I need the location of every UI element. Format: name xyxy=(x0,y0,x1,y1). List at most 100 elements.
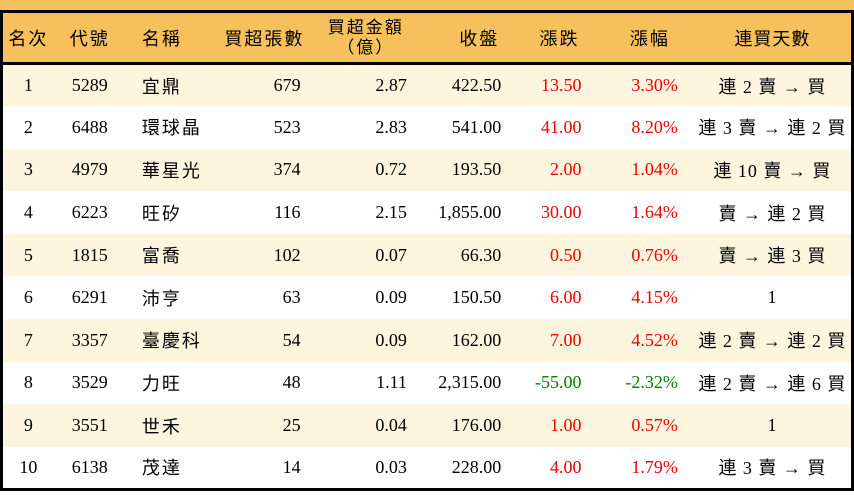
cell-name: 富喬 xyxy=(141,246,182,267)
cell-change: 13.50 xyxy=(541,75,582,96)
header-change: 漲跌 xyxy=(539,28,580,49)
header-change-pct: 漲幅 xyxy=(629,28,670,49)
cell-volume: 102 xyxy=(273,244,301,265)
cell-name: 茂達 xyxy=(141,458,182,479)
table-row: 6 6291 沛亨 63 0.09 150.50 6.00 4.15% 1 xyxy=(1,276,853,320)
cell-code: 1815 xyxy=(71,244,108,265)
cell-name: 宜鼎 xyxy=(141,76,182,97)
cell-rank: 4 xyxy=(23,202,33,223)
cell-code: 6138 xyxy=(71,456,108,477)
cell-change: 4.00 xyxy=(550,456,582,477)
cell-name: 旺矽 xyxy=(141,203,182,224)
table-header: 名次 代號 名稱 買超張數 買超金額 （億） 收盤 漲跌 漲幅 連買天數 xyxy=(1,11,853,64)
cell-amount: 0.09 xyxy=(375,329,407,350)
header-amount-line1: 買超金額 xyxy=(327,17,404,37)
cell-change: 0.50 xyxy=(550,244,582,265)
cell-streak: 連 10 賣 → 買 xyxy=(713,160,832,181)
cell-rank: 1 xyxy=(23,75,33,96)
cell-close: 2,315.00 xyxy=(438,372,502,393)
cell-code: 6223 xyxy=(71,202,108,223)
cell-close: 1,855.00 xyxy=(438,202,502,223)
cell-change_pct: 1.64% xyxy=(631,202,678,223)
cell-streak: 連 2 賣 → 連 2 買 xyxy=(698,331,847,352)
cell-name: 華星光 xyxy=(141,160,202,181)
header-close: 收盤 xyxy=(459,28,500,49)
header-name: 名稱 xyxy=(141,28,182,49)
cell-volume: 48 xyxy=(282,372,301,393)
table-row: 1 5289 宜鼎 679 2.87 422.50 13.50 3.30% 連 2 賣 → 買 xyxy=(1,63,853,107)
cell-volume: 374 xyxy=(273,159,301,180)
cell-streak: 連 2 賣 → 連 6 買 xyxy=(698,373,847,394)
cell-amount: 0.72 xyxy=(375,159,407,180)
cell-streak: 賣 → 連 3 買 xyxy=(718,246,827,267)
header-volume: 買超張數 xyxy=(224,28,305,49)
cell-close: 176.00 xyxy=(451,415,502,436)
cell-streak: 1 xyxy=(767,415,778,436)
cell-close: 541.00 xyxy=(451,116,502,137)
cell-change_pct: 1.79% xyxy=(631,456,678,477)
cell-change: 6.00 xyxy=(550,287,582,308)
cell-streak: 連 2 賣 → 買 xyxy=(718,76,827,97)
cell-change_pct: 8.20% xyxy=(631,116,678,137)
table-row: 9 3551 世禾 25 0.04 176.00 1.00 0.57% 1 xyxy=(1,404,853,447)
cell-code: 3529 xyxy=(71,372,108,393)
cell-change_pct: 4.52% xyxy=(631,329,678,350)
net-buy-ranking-table: 名次 代號 名稱 買超張數 買超金額 （億） 收盤 漲跌 漲幅 連買天數 1 52… xyxy=(0,10,854,491)
cell-volume: 63 xyxy=(282,287,301,308)
cell-name: 沛亨 xyxy=(141,288,182,309)
cell-amount: 0.03 xyxy=(375,456,407,477)
cell-change: 7.00 xyxy=(550,329,582,350)
cell-rank: 5 xyxy=(23,244,33,265)
cell-rank: 10 xyxy=(19,456,38,477)
cell-volume: 54 xyxy=(282,329,301,350)
cell-close: 162.00 xyxy=(451,329,502,350)
cell-rank: 2 xyxy=(23,116,33,137)
cell-rank: 6 xyxy=(23,287,33,308)
cell-amount: 2.83 xyxy=(375,116,407,137)
cell-name: 世禾 xyxy=(141,416,182,437)
table-row: 3 4979 華星光 374 0.72 193.50 2.00 1.04% 連 10 賣 → 買 xyxy=(1,148,853,192)
cell-amount: 0.04 xyxy=(375,415,407,436)
cell-name: 環球晶 xyxy=(141,118,202,139)
cell-volume: 116 xyxy=(274,202,301,223)
cell-change_pct: 4.15% xyxy=(631,287,678,308)
cell-close: 66.30 xyxy=(460,244,502,265)
cell-volume: 14 xyxy=(282,456,301,477)
cell-volume: 25 xyxy=(282,415,301,436)
cell-amount: 0.07 xyxy=(375,244,407,265)
cell-code: 4979 xyxy=(71,159,108,180)
cell-close: 228.00 xyxy=(451,456,502,477)
cell-change: 41.00 xyxy=(541,116,582,137)
header-streak: 連買天數 xyxy=(734,28,811,49)
cell-volume: 523 xyxy=(273,116,301,137)
cell-amount: 2.15 xyxy=(375,202,407,223)
table-row: 10 6138 茂達 14 0.03 228.00 4.00 1.79% 連 3 賣 → 買 xyxy=(1,446,853,490)
header-row: 名次 代號 名稱 買超張數 買超金額 （億） 收盤 漲跌 漲幅 連買天數 xyxy=(1,11,853,64)
cell-name: 力旺 xyxy=(141,373,182,394)
cell-streak: 1 xyxy=(767,287,778,308)
cell-code: 5289 xyxy=(71,75,108,96)
cell-change: 30.00 xyxy=(541,202,582,223)
header-amount-line2: （億） xyxy=(337,37,395,57)
cell-close: 422.50 xyxy=(451,75,502,96)
header-amount: 買超金額 （億） xyxy=(315,12,417,64)
cell-change_pct: 0.76% xyxy=(631,244,678,265)
cell-volume: 679 xyxy=(273,75,301,96)
cell-change: -55.00 xyxy=(535,372,582,393)
cell-change_pct: 3.30% xyxy=(631,75,678,96)
table-row: 8 3529 力旺 48 1.11 2,315.00 -55.00 -2.32% 連 2 賣 →… xyxy=(1,361,853,405)
cell-close: 193.50 xyxy=(451,159,502,180)
cell-change_pct: 1.04% xyxy=(631,159,678,180)
cell-code: 3357 xyxy=(71,329,108,350)
header-rank: 名次 xyxy=(8,28,49,49)
cell-change: 1.00 xyxy=(550,415,582,436)
table-row: 5 1815 富喬 102 0.07 66.30 0.50 0.76% 賣 → 連 3 買 xyxy=(1,233,853,277)
cell-change_pct: 0.57% xyxy=(631,415,678,436)
header-code: 代號 xyxy=(69,28,110,49)
cell-rank: 9 xyxy=(23,415,33,436)
cell-close: 150.50 xyxy=(451,287,502,308)
cell-rank: 8 xyxy=(23,372,33,393)
cell-amount: 2.87 xyxy=(375,75,407,96)
